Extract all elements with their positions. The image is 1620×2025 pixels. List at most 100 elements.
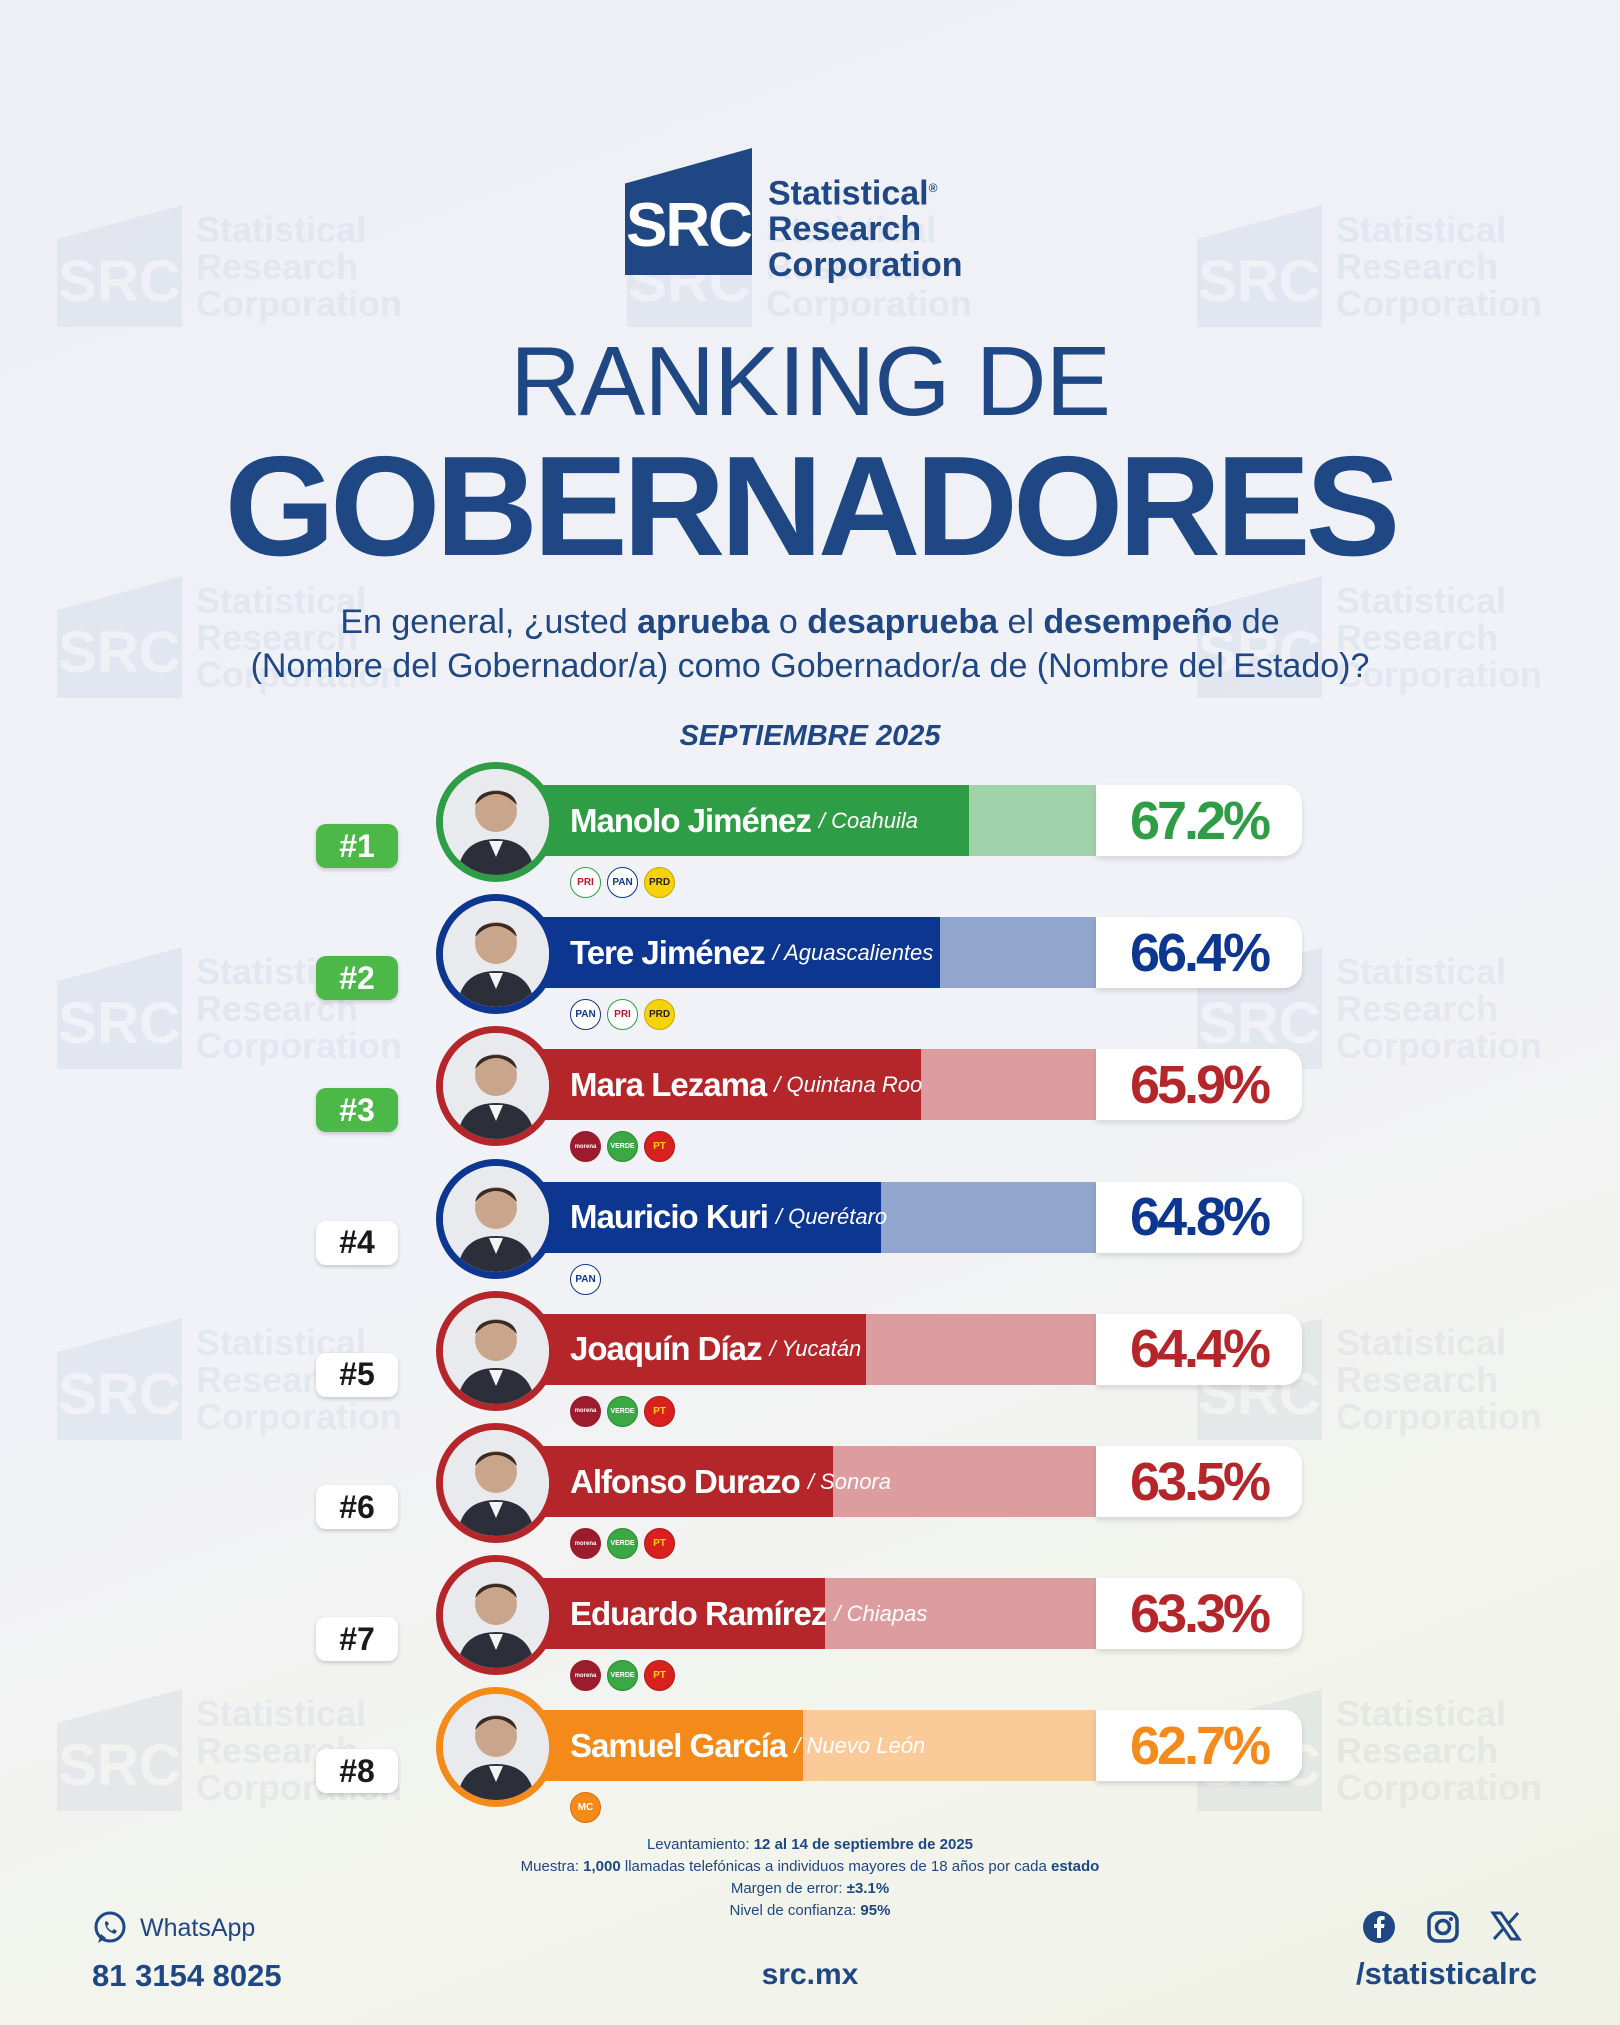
party-logos: MC [570, 1792, 601, 1824]
ranking-row: #1 Manolo Jiménez / Coahuila 67.2% PRI PAN PRD [0, 762, 1620, 915]
governor-name: Mara Lezama [570, 1065, 767, 1103]
percentage-box: 62.7% [1096, 1710, 1302, 1782]
party-pan-icon: PAN [570, 1263, 601, 1295]
ranking-row: #4 Mauricio Kuri / Querétaro 64.8% PAN [0, 1158, 1620, 1312]
approval-bar-remainder [832, 1446, 1100, 1517]
party-pt-icon: PT [644, 1395, 675, 1427]
party-logos: PAN [570, 1263, 601, 1295]
governor-photo [436, 1290, 556, 1411]
governor-label: Eduardo Ramírez / Chiapas [570, 1578, 927, 1649]
approval-bar [520, 1181, 881, 1253]
whatsapp-icon [94, 1911, 126, 1943]
approval-bar-remainder [825, 1578, 1100, 1650]
party-morena-icon: morena [570, 1395, 601, 1427]
governor-name: Eduardo Ramírez [570, 1594, 827, 1632]
party-mc-icon: MC [570, 1792, 601, 1824]
governor-state: / Querétaro [775, 1204, 888, 1230]
percentage-label: 63.3% [1129, 1583, 1271, 1644]
governor-name: Joaquín Díaz [570, 1330, 763, 1368]
governor-name: Samuel García [570, 1726, 787, 1764]
ranking-row: #2 Tere Jiménez / Aguascalientes 66.4% PAN PR… [0, 894, 1620, 1047]
party-pri-icon: PRI [570, 867, 601, 898]
whatsapp-contact[interactable]: WhatsApp 81 3154 8025 [92, 1910, 282, 1994]
party-pan-icon: PAN [570, 999, 601, 1031]
party-pri-icon: PRI [607, 999, 638, 1031]
approval-bar-remainder [968, 785, 1100, 856]
approval-bar-remainder [880, 1181, 1100, 1253]
approval-bar [520, 1446, 833, 1517]
instagram-icon[interactable] [1426, 1910, 1460, 1944]
governor-name: Mauricio Kuri [570, 1198, 769, 1236]
governor-label: Mara Lezama / Quintana Roo [570, 1049, 922, 1120]
rank-badge: #4 [316, 1220, 398, 1265]
percentage-box: 63.5% [1096, 1446, 1302, 1517]
percentage-label: 62.7% [1129, 1715, 1271, 1776]
ranking-row: #3 Mara Lezama / Quintana Roo 65.9% morena VE… [0, 1026, 1620, 1179]
party-logos: morena VERDE PT [570, 1660, 675, 1692]
percentage-box: 67.2% [1096, 785, 1302, 856]
approval-bar-remainder [939, 917, 1100, 989]
governor-state: / Nuevo León [794, 1732, 926, 1758]
ranking-row: #6 Alfonso Durazo / Sonora 63.5% morena VERDE… [0, 1423, 1620, 1576]
percentage-box: 65.9% [1096, 1049, 1302, 1121]
approval-bar-remainder [865, 1313, 1100, 1385]
percentage-label: 63.5% [1129, 1451, 1271, 1512]
approval-bar [520, 1710, 804, 1782]
approval-bar-remainder [921, 1049, 1100, 1121]
title-line-1: RANKING DE [510, 326, 1111, 436]
rank-badge: #2 [316, 956, 398, 1001]
governor-photo [436, 762, 556, 882]
percentage-box: 63.3% [1096, 1578, 1302, 1650]
governor-label: Mauricio Kuri / Querétaro [570, 1182, 887, 1253]
percentage-label: 64.8% [1129, 1187, 1271, 1248]
governor-state: / Aguascalientes [772, 939, 934, 965]
governor-state: / Chiapas [834, 1600, 928, 1626]
governor-name: Manolo Jiménez [570, 801, 812, 839]
governor-state: / Coahuila [818, 807, 918, 833]
x-icon[interactable] [1490, 1910, 1522, 1942]
approval-bar [520, 1578, 826, 1650]
governor-label: Manolo Jiménez / Coahuila [570, 785, 918, 856]
approval-bar-remainder [803, 1710, 1100, 1782]
governor-photo [436, 894, 556, 1015]
registered-mark: ® [928, 181, 938, 195]
rank-badge: #5 [316, 1352, 398, 1397]
party-morena-icon: morena [570, 1528, 601, 1559]
social-links: /statisticalrc [1356, 1910, 1537, 1992]
survey-date: SEPTIEMBRE 2025 [679, 720, 941, 752]
brand-line-3: Corporation [768, 246, 963, 285]
facebook-icon[interactable] [1362, 1910, 1396, 1944]
governor-state: / Yucatán [769, 1336, 862, 1362]
governor-photo [436, 1687, 556, 1808]
governor-photo [436, 1423, 556, 1543]
party-pt-icon: PT [644, 1528, 675, 1559]
party-prd-icon: PRD [644, 999, 675, 1031]
governor-label: Joaquín Díaz / Yucatán [570, 1314, 861, 1385]
percentage-label: 64.4% [1129, 1319, 1271, 1380]
party-logos: morena VERDE PT [570, 1395, 675, 1427]
party-morena-icon: morena [570, 1660, 601, 1692]
party-pt-icon: PT [644, 1131, 675, 1163]
party-verde-icon: VERDE [607, 1395, 638, 1427]
percentage-label: 65.9% [1129, 1054, 1271, 1115]
percentage-box: 64.4% [1096, 1313, 1302, 1385]
ranking-row: #7 Eduardo Ramírez / Chiapas 63.3% morena VER… [0, 1555, 1620, 1708]
party-logos: PRI PAN PRD [570, 867, 675, 898]
website-link[interactable]: src.mx [761, 1958, 859, 1991]
social-handle[interactable]: /statisticalrc [1356, 1956, 1537, 1991]
party-logos: morena VERDE PT [570, 1131, 675, 1163]
brand-logo-mark: SRC [625, 148, 752, 275]
party-logos: morena VERDE PT [570, 1528, 675, 1559]
party-verde-icon: VERDE [607, 1131, 638, 1163]
approval-bar [520, 1313, 866, 1385]
whatsapp-number[interactable]: 81 3154 8025 [92, 1958, 282, 1993]
whatsapp-label: WhatsApp [140, 1913, 256, 1942]
party-morena-icon: morena [570, 1131, 601, 1163]
governor-name: Tere Jiménez [570, 933, 766, 971]
percentage-label: 66.4% [1129, 922, 1271, 983]
party-logos: PAN PRI PRD [570, 999, 675, 1031]
methodology: Levantamiento: 12 al 14 de septiembre de… [520, 1836, 1100, 1919]
party-verde-icon: VERDE [607, 1528, 638, 1559]
